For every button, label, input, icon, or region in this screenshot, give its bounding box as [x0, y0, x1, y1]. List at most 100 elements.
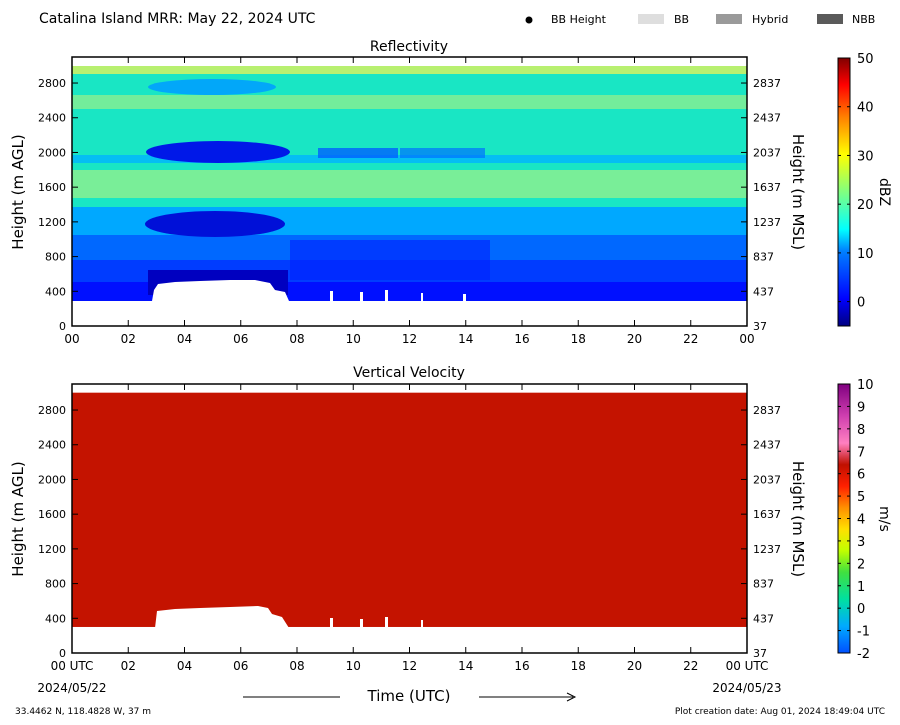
- reflectivity-cell-14h: [400, 148, 485, 158]
- velocity-clear-notch-1: [330, 618, 333, 628]
- x-tick-label: 16: [514, 332, 529, 346]
- header-legend: BB Height BB Hybrid NBB: [525, 13, 875, 26]
- reflectivity-title: Reflectivity: [370, 39, 448, 55]
- y-tick-label: 2800: [38, 77, 66, 90]
- colorbar-tick-label: 1: [857, 580, 865, 595]
- x-tick-label: 00: [739, 332, 754, 346]
- velocity-clear-notch-2: [360, 619, 363, 628]
- y-tick-label: 0: [59, 647, 66, 660]
- x-tick-label: 14: [458, 659, 473, 673]
- y-tick-label-right: 437: [753, 285, 774, 298]
- velocity-colorbar-label: m/s: [876, 506, 892, 532]
- y-tick-label: 0: [59, 320, 66, 333]
- colorbar-tick-label: 3: [857, 535, 865, 550]
- velocity-x-ticks: 00 UTC 02 04 06 08 10 12 14 16 18 20 22 00 UTC: [51, 384, 769, 673]
- colorbar-tick-label: 50: [857, 52, 874, 67]
- reflectivity-y-ticks: 0 400 800 1200 1600 2000 2400 2800 37 437 837 1237 1…: [38, 77, 781, 333]
- x-tick-label: 22: [683, 332, 698, 346]
- legend-label-bb-height: BB Height: [551, 13, 607, 26]
- reflectivity-clear-notch-3: [385, 290, 388, 301]
- colorbar-tick-label: 0: [857, 296, 865, 311]
- x-tick-label: 04: [177, 332, 192, 346]
- x-tick-label: 18: [571, 659, 586, 673]
- figure-title: Catalina Island MRR: May 22, 2024 UTC: [39, 11, 316, 27]
- reflectivity-band-1900: [72, 155, 747, 163]
- y-tick-label: 2800: [38, 404, 66, 417]
- station-coordinates: 33.4462 N, 118.4828 W, 37 m: [15, 707, 151, 717]
- y-tick-label: 2000: [38, 146, 66, 159]
- y-tick-label-right: 1637: [753, 181, 781, 194]
- x-tick-label: 08: [289, 332, 304, 346]
- y-tick-label-right: 437: [753, 612, 774, 625]
- legend-label-hybrid: Hybrid: [752, 13, 788, 26]
- x-tick-label: 06: [233, 332, 248, 346]
- x-tick-label: 22: [683, 659, 698, 673]
- bb-legend-swatch: [638, 14, 664, 24]
- y-tick-label-right: 1237: [753, 216, 781, 229]
- reflectivity-ylabel-right: Height (m MSL): [789, 134, 807, 250]
- x-tick-label: 10: [346, 659, 361, 673]
- colorbar-tick-label: 0: [857, 602, 865, 617]
- y-tick-label: 2000: [38, 473, 66, 486]
- reflectivity-clear-notch-5: [463, 294, 466, 301]
- y-tick-label-right: 837: [753, 578, 774, 591]
- y-tick-label-right: 37: [753, 647, 767, 660]
- reflectivity-clear-gap: [152, 280, 289, 301]
- reflectivity-colorbar: [837, 57, 851, 327]
- y-tick-label-right: 2837: [753, 404, 781, 417]
- colorbar-tick-label: 8: [857, 423, 865, 438]
- y-tick-label-right: 2037: [753, 473, 781, 486]
- y-tick-label: 1600: [38, 181, 66, 194]
- x-tick-label: 02: [121, 659, 136, 673]
- colorbar-tick-label: -1: [857, 625, 870, 640]
- reflectivity-x-ticks: 00 02 04 06 08 10 12 14 16 18 20 22 00: [64, 57, 755, 346]
- x-tick-label: 00 UTC: [51, 659, 94, 673]
- x-tick-label: 16: [514, 659, 529, 673]
- colorbar-tick-label: 7: [857, 445, 865, 460]
- x-tick-label: 00 UTC: [726, 659, 769, 673]
- velocity-clear-notch-4: [421, 620, 423, 628]
- reflectivity-cell-10h: [318, 148, 398, 158]
- time-arrow-head: [566, 692, 577, 702]
- reflectivity-ylabel-left: Height (m AGL): [9, 134, 27, 249]
- y-tick-label: 2400: [38, 439, 66, 452]
- end-date: 2024/05/23: [712, 681, 781, 695]
- x-tick-label: 00: [64, 332, 79, 346]
- x-tick-label: 10: [346, 332, 361, 346]
- reflectivity-upper-band: [72, 66, 747, 74]
- velocity-ylabel-left: Height (m AGL): [9, 461, 27, 576]
- nbb-legend-swatch: [817, 14, 843, 24]
- velocity-y-ticks: 0 400 800 1200 1600 2000 2400 2800 37 437 837 1237 1…: [38, 404, 781, 660]
- reflectivity-band-2600: [72, 95, 747, 109]
- colorbar-tick-label: 20: [857, 198, 874, 213]
- reflectivity-cell-2800: [148, 79, 276, 95]
- reflectivity-panel: Reflectivity 00 02 04 0: [9, 39, 892, 346]
- reflectivity-clear-notch-1: [330, 291, 333, 301]
- y-tick-label: 1200: [38, 543, 66, 556]
- x-tick-label: 18: [571, 332, 586, 346]
- x-tick-label: 20: [627, 332, 642, 346]
- y-tick-label-right: 2037: [753, 146, 781, 159]
- x-tick-label: 12: [402, 332, 417, 346]
- velocity-clear-gap: [155, 606, 289, 628]
- y-tick-label: 1200: [38, 216, 66, 229]
- reflectivity-clear-notch-4: [421, 293, 423, 301]
- plot-creation-date: Plot creation date: Aug 01, 2024 18:49:0…: [675, 707, 885, 717]
- colorbar-tick-label: 5: [857, 490, 865, 505]
- velocity-background: [72, 392, 747, 627]
- y-tick-label: 800: [45, 578, 66, 591]
- y-tick-label-right: 2437: [753, 112, 781, 125]
- reflectivity-colorbar-ticks: 0 10 20 30 40 50: [838, 52, 874, 311]
- y-tick-label-right: 2837: [753, 77, 781, 90]
- colorbar-tick-label: 9: [857, 400, 865, 415]
- colorbar-tick-label: 10: [857, 247, 874, 262]
- colorbar-tick-label: 4: [857, 513, 865, 528]
- colorbar-tick-label: 40: [857, 101, 874, 116]
- start-date: 2024/05/22: [37, 681, 106, 695]
- y-tick-label-right: 1237: [753, 543, 781, 556]
- x-tick-label: 12: [402, 659, 417, 673]
- legend-label-nbb: NBB: [852, 13, 875, 26]
- x-tick-label: 04: [177, 659, 192, 673]
- reflectivity-cell-2000: [146, 141, 290, 163]
